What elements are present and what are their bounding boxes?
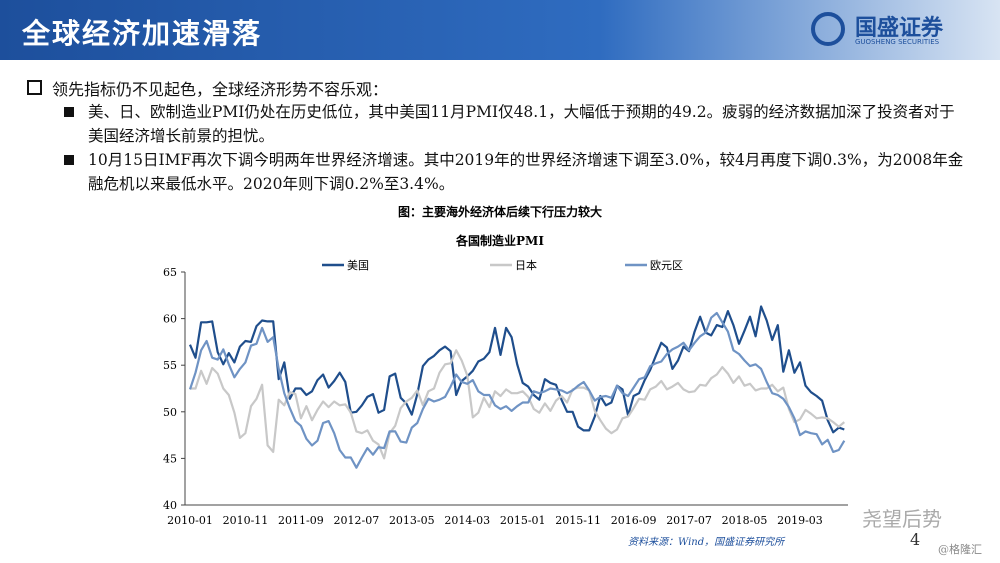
sub-bullet: 美、日、欧制造业PMI仍处在历史低位，其中美国11月PMI仅48.1，大幅低于预… <box>64 100 968 148</box>
legend-label: 美国 <box>347 259 369 272</box>
logo: 国盛证券 GUOSHENG SECURITIES <box>805 8 970 52</box>
slide-title: 全球经济加速滑落 <box>22 17 263 50</box>
sub-bullet: 10月15日IMF再次下调今明两年世界经济增速。其中2019年的世界经济增速下调… <box>64 148 968 196</box>
x-tick-label: 2012-07 <box>333 514 379 527</box>
legend-label: 日本 <box>515 258 537 272</box>
watermark: 尧望后势 <box>862 507 942 531</box>
y-tick-label: 40 <box>163 499 177 512</box>
bullet: 领先指标仍不见起色，全球经济形势不容乐观： <box>26 76 389 100</box>
x-tick-label: 2017-07 <box>666 514 712 527</box>
y-tick-label: 65 <box>163 266 177 279</box>
x-tick-label: 2016-09 <box>611 514 657 527</box>
x-tick-label: 2013-05 <box>389 514 435 527</box>
watermark: @格隆汇 <box>938 542 982 556</box>
legend-label: 欧元区 <box>650 259 683 272</box>
logo-text: 国盛证券 <box>855 16 944 41</box>
logo-mark <box>811 12 845 46</box>
x-tick-label: 2011-09 <box>278 514 324 527</box>
logo-subtext: GUOSHENG SECURITIES <box>855 38 940 46</box>
line-series <box>190 349 846 460</box>
figure-caption: 图：主要海外经济体后续下行压力较大 <box>398 204 602 219</box>
x-tick-label: 2010-01 <box>167 514 213 527</box>
y-tick-label: 60 <box>163 313 177 326</box>
line-series <box>188 311 846 469</box>
chart-title: 各国制造业PMI <box>455 233 544 248</box>
x-tick-label: 2010-11 <box>223 514 269 527</box>
x-tick-label: 2015-11 <box>555 514 601 527</box>
y-tick-label: 50 <box>163 406 177 419</box>
line-series <box>188 305 845 434</box>
x-tick-label: 2018-05 <box>722 514 768 527</box>
bullet-text: 领先指标仍不见起色，全球经济形势不容乐观： <box>52 80 389 99</box>
y-tick-label: 55 <box>163 359 177 372</box>
x-tick-label: 2014-03 <box>444 514 490 527</box>
x-tick-label: 2015-01 <box>500 514 546 527</box>
x-tick-label: 2019-03 <box>777 514 823 527</box>
source: 资料来源：Wind，国盛证券研究所 <box>628 536 786 548</box>
page-number: 4 <box>910 530 920 549</box>
y-tick-label: 45 <box>163 452 177 465</box>
